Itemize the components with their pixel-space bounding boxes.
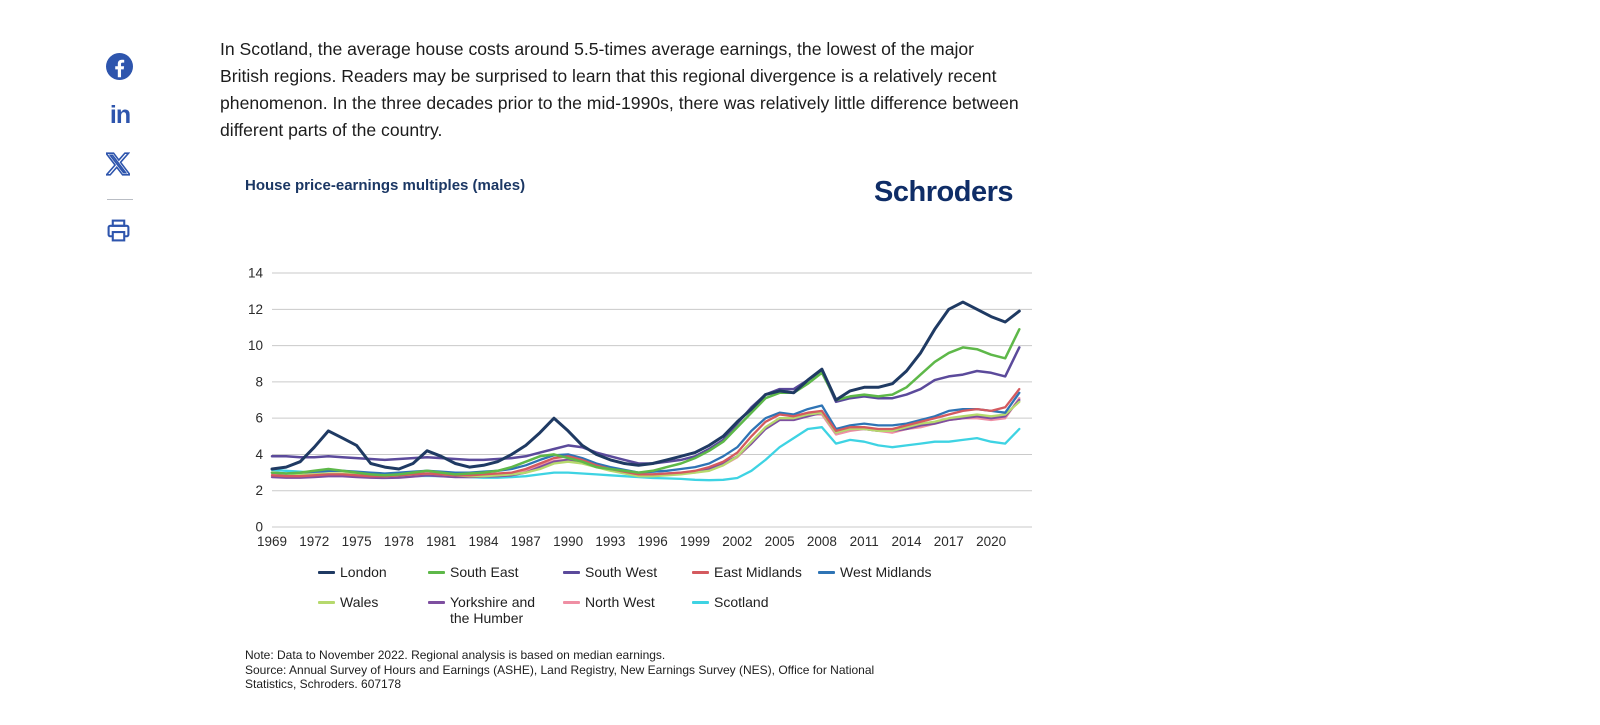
legend-item-east-midlands: East Midlands — [692, 564, 802, 580]
x-axis-label: 2014 — [891, 534, 922, 549]
x-axis-label: 2020 — [976, 534, 1006, 549]
x-share-icon[interactable] — [106, 150, 134, 178]
linkedin-icon: in — [109, 101, 131, 129]
legend-label: West Midlands — [840, 564, 932, 580]
legend-item-south-west: South West — [563, 564, 657, 580]
chart-note-line: Source: Annual Survey of Hours and Earni… — [245, 662, 875, 677]
chart-notes: Note: Data to November 2022. Regional an… — [245, 648, 905, 692]
chart-legend: London South East South West East Midlands W… — [245, 564, 1040, 634]
linkedin-share-icon[interactable]: in — [106, 101, 134, 129]
x-axis-label: 2011 — [850, 534, 879, 549]
series-line-west-midlands — [270, 391, 1021, 475]
schroders-logo: Schroders — [874, 176, 1013, 208]
chart-title: House price-earnings multiples (males) — [245, 177, 526, 194]
series-line-south-east — [270, 328, 1021, 477]
legend-item-yorkshire-and-the-humber: Yorkshire and the Humber — [428, 594, 555, 626]
x-axis-label: 1987 — [511, 534, 541, 549]
x-axis-label: 2002 — [722, 534, 752, 549]
x-axis-label: 1990 — [553, 534, 583, 549]
legend-label: Scotland — [714, 594, 769, 610]
x-axis-label: 2005 — [765, 534, 795, 549]
legend-label: Yorkshire and the Humber — [450, 594, 536, 626]
article-paragraph: In Scotland, the average house costs aro… — [220, 38, 1019, 141]
y-axis-label: 8 — [255, 374, 263, 389]
x-axis-label: 1993 — [595, 534, 625, 549]
x-axis-label: 1969 — [257, 534, 287, 549]
x-axis-label: 1996 — [638, 534, 668, 549]
chart-note-line: Note: Data to November 2022. Regional an… — [245, 648, 666, 662]
legend-item-wales: Wales — [318, 594, 378, 610]
legend-item-london: London — [318, 564, 387, 580]
x-axis-label: 2008 — [807, 534, 837, 549]
y-axis-label: 2 — [255, 483, 263, 498]
chart-plot: 0 2 4 6 8 10 12 14 1969 1972 1975 1978 1981 1984 1987 1… — [248, 266, 1032, 549]
print-icon — [107, 219, 130, 241]
x-twitter-icon — [106, 152, 130, 176]
legend-swatch — [318, 601, 335, 604]
x-axis-label: 1999 — [680, 534, 710, 549]
print-icon-button[interactable] — [106, 216, 134, 244]
y-axis-label: 4 — [255, 447, 263, 462]
legend-swatch — [428, 571, 445, 574]
legend-swatch — [318, 571, 335, 574]
x-axis-label: 1981 — [426, 534, 456, 549]
legend-item-west-midlands: West Midlands — [818, 564, 932, 580]
legend-label: South West — [585, 564, 658, 580]
x-axis-label: 1978 — [384, 534, 414, 549]
legend-item-north-west: North West — [563, 594, 655, 610]
y-axis-label: 10 — [248, 338, 263, 353]
x-axis-label: 1975 — [342, 534, 372, 549]
y-axis-label: 0 — [255, 520, 263, 535]
legend-swatch — [818, 571, 835, 574]
legend-swatch — [563, 571, 580, 574]
legend-label: London — [340, 564, 387, 580]
series-line-london — [270, 300, 1021, 471]
legend-swatch — [428, 601, 445, 604]
y-axis-label: 14 — [248, 266, 264, 281]
legend-swatch — [692, 601, 709, 604]
chart-figure: House price-earnings multiples (males) S… — [245, 170, 1040, 710]
legend-swatch — [563, 601, 580, 604]
share-divider — [107, 199, 133, 200]
legend-label: East Midlands — [714, 564, 802, 580]
legend-swatch — [692, 571, 709, 574]
legend-item-scotland: Scotland — [692, 594, 768, 610]
legend-label: North West — [585, 594, 655, 610]
y-axis-label: 12 — [248, 302, 263, 317]
y-axis-label: 6 — [255, 411, 263, 426]
legend-label: South East — [450, 564, 519, 580]
facebook-share-icon[interactable] — [106, 52, 134, 80]
x-axis-label: 1972 — [299, 534, 329, 549]
legend-label: Wales — [340, 594, 379, 610]
legend-item-south-east: South East — [428, 564, 519, 580]
share-rail: in — [106, 52, 136, 265]
facebook-icon — [106, 52, 133, 80]
x-axis-label: 1984 — [468, 534, 499, 549]
chart-note-line: Statistics, Schroders. 607178 — [245, 677, 402, 692]
x-axis-label: 2017 — [934, 534, 964, 549]
